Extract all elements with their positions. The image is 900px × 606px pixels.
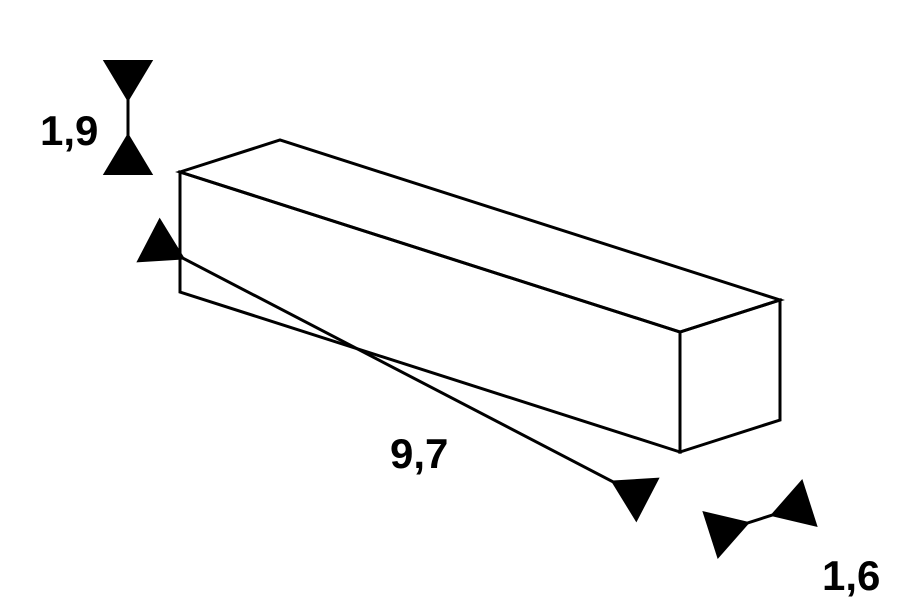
dimension-width-label: 1,6	[822, 552, 880, 599]
dimension-height	[103, 60, 153, 175]
dimension-width	[702, 479, 817, 559]
dimension-diagram: 1,9 9,7 1,6	[0, 0, 900, 606]
cuboid	[180, 140, 780, 452]
dimension-height-label: 1,9	[40, 107, 98, 154]
dimension-length-label: 9,7	[390, 430, 448, 477]
